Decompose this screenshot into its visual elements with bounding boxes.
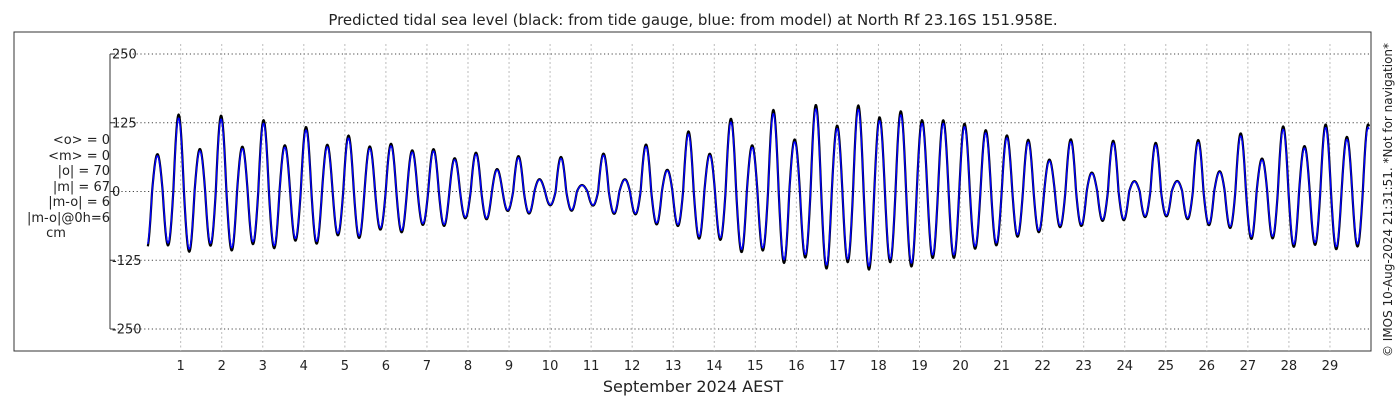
x-tick-label: 1	[177, 359, 185, 374]
stat-abs-model: |m| = 67	[52, 179, 110, 195]
x-axis: 1 2 3 4 5 6 7 8 9 10 11 12 13 14 15 16 17 18 19 20 21 22 23 24 2…	[177, 359, 1339, 374]
x-axis-label: September 2024 AEST	[603, 377, 784, 396]
x-tick-label: 8	[464, 359, 472, 374]
x-tick-label: 4	[300, 359, 308, 374]
y-tick-label: 125	[112, 116, 137, 131]
stat-diff-at-0h: |m-o|@0h=6	[27, 210, 110, 226]
x-tick-label: 21	[993, 359, 1010, 374]
series	[146, 103, 1371, 271]
x-tick-label: 25	[1157, 359, 1174, 374]
x-tick-label: 9	[505, 359, 513, 374]
x-tick-label: 16	[788, 359, 805, 374]
y-tick-label: -250	[112, 323, 142, 338]
stat-abs-obs: |o| = 70	[57, 164, 110, 179]
x-tick-label: 10	[542, 359, 559, 374]
y-tick-label: 250	[112, 48, 137, 63]
y-tick-label: 0	[112, 185, 120, 200]
x-tick-label: 19	[911, 359, 928, 374]
credit-text: © IMOS 10-Aug-2024 21:31:51. *Not for na…	[1381, 42, 1395, 358]
x-tick-label: 11	[583, 359, 600, 374]
x-tick-label: 5	[341, 359, 349, 374]
x-tick-label: 23	[1075, 359, 1092, 374]
x-tick-label: 17	[829, 359, 846, 374]
chart-title: Predicted tidal sea level (black: from t…	[328, 11, 1057, 29]
x-tick-label: 6	[382, 359, 390, 374]
x-tick-label: 24	[1116, 359, 1133, 374]
x-tick-label: 20	[952, 359, 969, 374]
x-tick-label: 13	[665, 359, 682, 374]
x-tick-label: 27	[1240, 359, 1257, 374]
x-tick-label: 22	[1034, 359, 1051, 374]
stat-abs-diff: |m-o| = 6	[48, 195, 110, 210]
x-tick-label: 14	[706, 359, 723, 374]
x-tick-label: 2	[218, 359, 226, 374]
x-tick-label: 29	[1322, 359, 1339, 374]
y-axis: 250 125 0 -125 -250	[109, 48, 142, 338]
stat-mean-model: <m> = 0	[48, 148, 110, 164]
x-tick-label: 28	[1281, 359, 1298, 374]
stat-mean-obs: <o> = 0	[52, 133, 110, 148]
stat-unit: cm	[46, 226, 66, 241]
x-tick-label: 18	[870, 359, 887, 374]
x-tick-label: 26	[1199, 359, 1216, 374]
model-series-line	[147, 108, 1370, 267]
stats-panel: <o> = 0 <m> = 0 |o| = 70 |m| = 67 |m-o| …	[18, 133, 110, 242]
x-tick-label: 12	[624, 359, 641, 374]
x-tick-label: 15	[747, 359, 764, 374]
x-tick-label: 7	[423, 359, 431, 374]
y-tick-label: -125	[112, 254, 142, 269]
x-tick-label: 3	[259, 359, 267, 374]
